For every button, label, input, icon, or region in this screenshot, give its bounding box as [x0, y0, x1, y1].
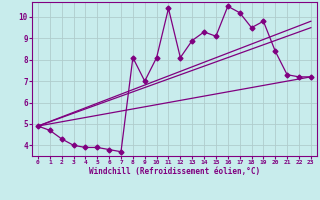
X-axis label: Windchill (Refroidissement éolien,°C): Windchill (Refroidissement éolien,°C) — [89, 167, 260, 176]
